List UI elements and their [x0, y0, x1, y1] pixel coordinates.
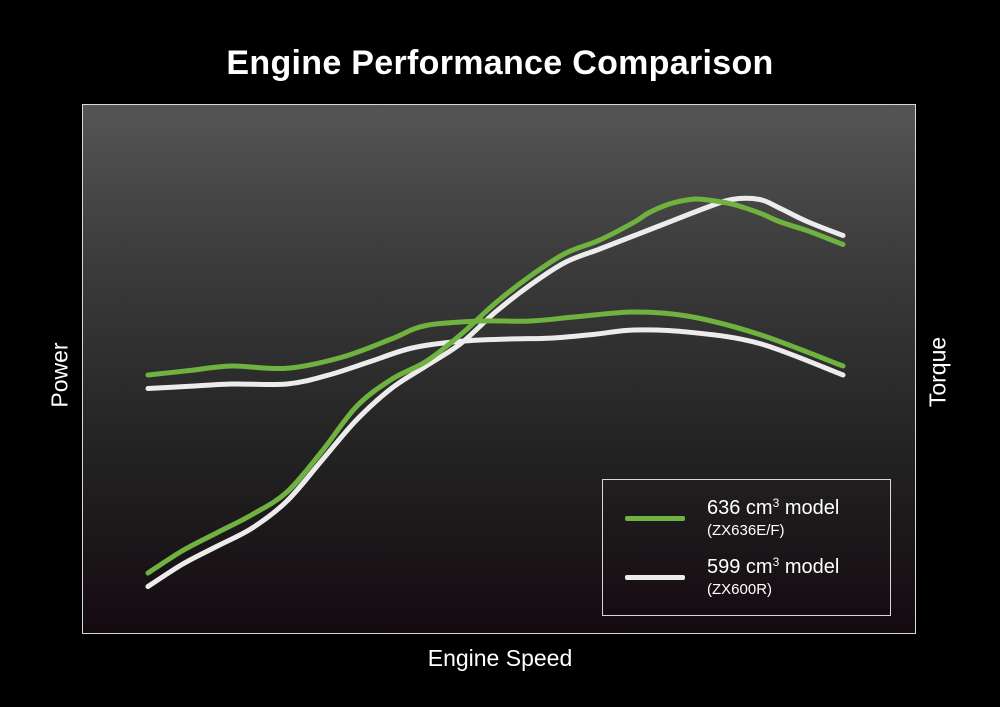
legend-entry-zx600r: 599 cm3 model (ZX600R) [603, 552, 892, 612]
chart-title: Engine Performance Comparison [226, 44, 774, 82]
series-line-zx636-torque [145, 309, 846, 378]
series-line-zx636-power [145, 196, 846, 576]
legend-sub-zx636: (ZX636E/F) [707, 522, 785, 539]
legend-name-zx636: 636 cm3 model [707, 496, 840, 519]
series-line-zx600r-power [145, 195, 846, 589]
legend-swatch-zx636 [625, 516, 685, 521]
legend-sub-zx600r: (ZX600R) [707, 581, 773, 598]
y-axis-left-label: Power [46, 342, 73, 408]
legend: 636 cm3 model (ZX636E/F) 599 cm3 model (… [602, 479, 891, 616]
series-lines [145, 195, 846, 589]
legend-swatch-zx600r [625, 575, 685, 580]
x-axis-label: Engine Speed [427, 645, 573, 671]
y-axis-right-label: Torque [924, 336, 951, 408]
legend-entry-zx636: 636 cm3 model (ZX636E/F) [603, 490, 892, 550]
series-line-zx600r-torque [145, 327, 846, 391]
legend-name-zx600r: 599 cm3 model [707, 555, 840, 578]
